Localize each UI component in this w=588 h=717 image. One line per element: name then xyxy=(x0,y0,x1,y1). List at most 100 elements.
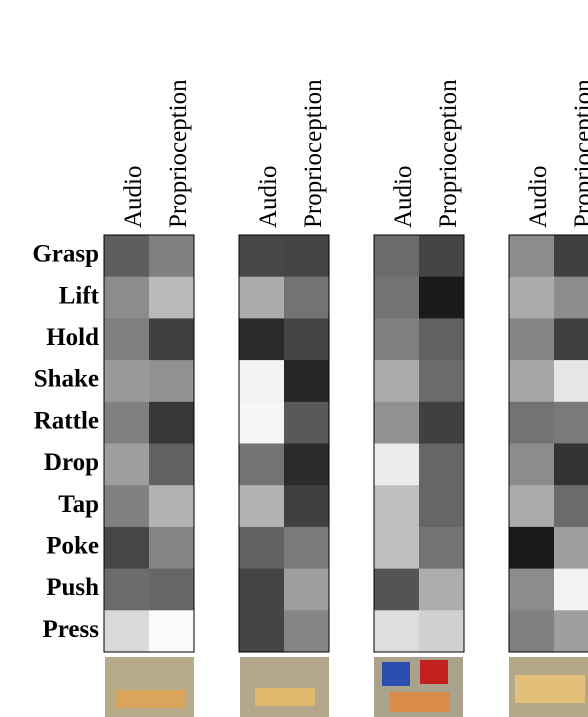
heat-cell xyxy=(509,318,554,361)
heat-cell xyxy=(419,276,464,319)
heat-cell xyxy=(149,318,194,361)
heat-cell xyxy=(374,526,419,570)
heat-cell xyxy=(239,485,284,528)
row-label: Shake xyxy=(34,366,99,393)
heat-cell xyxy=(374,401,419,444)
row-label: Drop xyxy=(44,449,99,476)
heat-cell xyxy=(239,360,284,403)
heat-cell xyxy=(239,401,284,444)
column-label: Audio xyxy=(120,166,147,229)
heat-cell xyxy=(104,235,149,278)
heat-cell xyxy=(419,235,464,278)
heat-cell xyxy=(419,568,464,611)
heat-cell xyxy=(554,276,588,319)
heat-cell xyxy=(239,526,284,570)
heat-cell xyxy=(509,401,554,444)
heat-cell xyxy=(554,526,588,570)
column-label: Proprioception xyxy=(570,79,588,228)
heat-cell xyxy=(284,610,329,653)
heat-cell xyxy=(284,360,329,403)
heat-cell xyxy=(149,360,194,403)
panel-border xyxy=(103,234,195,653)
heat-cell xyxy=(554,610,588,653)
photo xyxy=(240,657,329,717)
photo-object xyxy=(420,660,448,684)
heat-cell xyxy=(419,610,464,653)
row-label: Lift xyxy=(59,282,100,309)
heat-cell xyxy=(239,318,284,361)
heat-cell xyxy=(374,276,419,319)
row-label: Push xyxy=(46,574,99,601)
photo-object xyxy=(255,688,315,706)
heat-cell xyxy=(374,318,419,361)
heat-cell xyxy=(104,526,149,570)
heat-cell xyxy=(509,485,554,528)
heat-cell xyxy=(554,401,588,444)
column-label: Audio xyxy=(255,166,282,229)
heat-cell xyxy=(149,568,194,611)
heat-cell xyxy=(509,276,554,319)
heat-cell xyxy=(149,235,194,278)
panel-border xyxy=(238,234,330,653)
object-photos xyxy=(105,657,588,717)
row-label: Grasp xyxy=(32,241,99,268)
column-label: Proprioception xyxy=(435,79,462,228)
column-label: Audio xyxy=(525,166,552,229)
heat-cell xyxy=(374,360,419,403)
heat-cell xyxy=(149,276,194,319)
photo-object xyxy=(515,675,585,703)
column-label: Proprioception xyxy=(300,79,327,228)
heat-cell xyxy=(374,235,419,278)
heat-cell xyxy=(284,318,329,361)
heat-cell xyxy=(149,485,194,528)
heat-cell xyxy=(104,318,149,361)
heat-cell xyxy=(104,610,149,653)
heat-cell xyxy=(509,360,554,403)
heat-cell xyxy=(554,443,588,486)
photo-object xyxy=(115,690,185,708)
heat-cell xyxy=(419,526,464,570)
heat-cell xyxy=(149,526,194,570)
photo-object xyxy=(382,662,410,686)
heat-cell xyxy=(374,610,419,653)
heat-cell xyxy=(149,610,194,653)
row-label: Press xyxy=(43,616,100,643)
row-label: Poke xyxy=(46,532,99,559)
heat-cell xyxy=(239,568,284,611)
heat-cell xyxy=(374,443,419,486)
heat-cell xyxy=(374,568,419,611)
heat-cell xyxy=(554,235,588,278)
heat-cell xyxy=(554,485,588,528)
heat-cell xyxy=(509,235,554,278)
heat-cell xyxy=(509,526,554,570)
heat-cell xyxy=(104,276,149,319)
row-label: Tap xyxy=(58,491,99,518)
heat-cell xyxy=(284,401,329,444)
heat-cell xyxy=(284,276,329,319)
heat-cell xyxy=(419,318,464,361)
heat-cell xyxy=(509,568,554,611)
heat-cell xyxy=(419,360,464,403)
heat-cell xyxy=(104,401,149,444)
row-label: Rattle xyxy=(34,407,99,434)
heat-cell xyxy=(284,443,329,486)
heat-cell xyxy=(104,360,149,403)
heat-cell xyxy=(374,485,419,528)
column-label: Audio xyxy=(390,166,417,229)
heat-cell xyxy=(554,568,588,611)
panel-border xyxy=(373,234,465,653)
heat-cell xyxy=(284,568,329,611)
heat-cell xyxy=(239,443,284,486)
heat-cell xyxy=(239,610,284,653)
heat-cell xyxy=(554,360,588,403)
column-label: Proprioception xyxy=(165,79,192,228)
heat-cell xyxy=(149,443,194,486)
heat-cell xyxy=(104,485,149,528)
heat-cell xyxy=(239,276,284,319)
heat-cell xyxy=(239,235,284,278)
heat-cell xyxy=(104,568,149,611)
panel-border xyxy=(508,234,588,653)
heat-cell xyxy=(149,401,194,444)
heat-cell xyxy=(509,443,554,486)
